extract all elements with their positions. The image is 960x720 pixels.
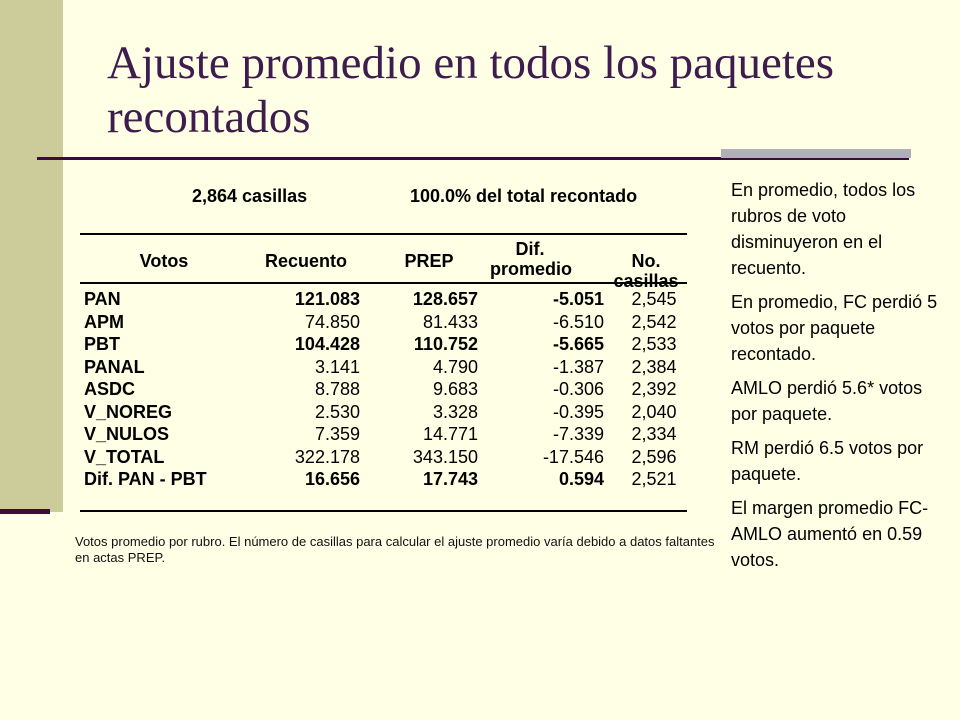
col-header-dif: Dif. promedio [490,239,573,279]
summary-percent: 100.0% del total recontado [410,186,638,206]
cell-dif: -1.387 [552,356,604,377]
row-name: Dif. PAN - PBT [84,469,207,489]
row-name: V_NULOS [84,424,170,444]
cell-casillas: 2,542 [631,311,677,332]
cell-casillas: 2,040 [631,401,677,422]
cell-recuento: 322.178 [294,446,360,467]
note-item: AMLO perdió 5.6* votos por paquete. [731,378,923,424]
cell-recuento: 8.788 [314,379,360,399]
cell-recuento: 2.530 [314,401,360,422]
row-name: V_TOTAL [84,446,165,467]
left-band-accent [0,509,50,514]
cell-prep: 81.433 [422,311,478,332]
row-name: V_NOREG [84,401,173,422]
table-row: ASDC 8.788 9.683 -0.306 2,392 [84,378,690,401]
notes-panel: En promedio, todos los rubros de voto di… [731,177,946,581]
cell-dif: 0.594 [558,469,604,489]
note-item: El margen promedio FC-AMLO aumentó en 0.… [731,498,929,570]
cell-casillas: 2,596 [631,446,677,467]
col-header-recuento: Recuento [264,251,347,271]
row-name: PAN [84,289,121,309]
table-bottom-rule [80,510,687,512]
col-header-votos: Votos [139,251,189,271]
cell-casillas: 2,384 [631,356,677,377]
cell-casillas: 2,392 [631,379,677,399]
table-row: PANAL 3.141 4.790 -1.387 2,384 [84,356,690,379]
cell-prep: 4.790 [432,356,478,377]
cell-prep: 128.657 [412,289,478,309]
note-item: En promedio, FC perdió 5 votos por paque… [731,292,938,364]
left-decorative-band [0,0,63,512]
cell-recuento: 3.141 [314,356,360,377]
cell-recuento: 74.850 [304,311,360,332]
note-item: RM perdió 6.5 votos por paquete. [731,438,924,484]
cell-casillas: 2,545 [631,289,677,309]
cell-recuento: 7.359 [314,424,360,444]
cell-recuento: 16.656 [304,469,360,489]
summary-casillas: 2,864 casillas [192,186,308,206]
cell-dif: -17.546 [542,446,604,467]
cell-prep: 110.752 [413,334,478,354]
cell-recuento: 104.428 [294,334,360,354]
row-name: APM [84,311,124,332]
table-row: V_NOREG 2.530 3.328 -0.395 2,040 [84,401,690,424]
cell-casillas: 2,521 [631,469,677,489]
table-row: APM 74.850 81.433 -6.510 2,542 [84,311,690,334]
row-name: PBT [84,334,120,354]
table-row: PAN 121.083 128.657 -5.051 2,545 [84,288,690,311]
cell-prep: 3.328 [432,401,478,422]
cell-dif: -0.306 [552,379,604,399]
slide-title: Ajuste promedio en todos los paquetes re… [107,37,835,143]
title-divider [37,157,909,160]
cell-dif: -5.051 [552,289,604,309]
cell-prep: 17.743 [422,469,478,489]
cell-casillas: 2,334 [631,424,677,444]
cell-dif: -6.510 [552,311,604,332]
cell-prep: 9.683 [432,379,478,399]
row-name: ASDC [84,379,136,399]
cell-prep: 14.771 [422,424,478,444]
table-row: V_TOTAL 322.178 343.150 -17.546 2,596 [84,446,690,469]
cell-prep: 343.150 [412,446,478,467]
cell-dif: -0.395 [552,401,604,422]
table-row: Dif. PAN - PBT 16.656 17.743 0.594 2,521 [84,468,690,491]
cell-dif: -7.339 [552,424,604,444]
cell-recuento: 121.083 [294,289,360,309]
cell-dif: -5.665 [552,334,604,354]
table-header-rule [80,282,687,284]
table-top-rule [80,233,687,235]
title-divider-accent [721,149,911,158]
table-row: PBT 104.428 110.752 -5.665 2,533 [84,333,690,356]
col-header-prep: PREP [404,251,454,271]
table-row: V_NULOS 7.359 14.771 -7.339 2,334 [84,423,690,446]
col-header-casillas: No. casillas [613,251,679,291]
note-item: En promedio, todos los rubros de voto di… [731,180,916,278]
cell-casillas: 2,533 [631,334,677,354]
table-footnote: Votos promedio por rubro. El número de c… [75,534,715,565]
row-name: PANAL [84,356,145,377]
